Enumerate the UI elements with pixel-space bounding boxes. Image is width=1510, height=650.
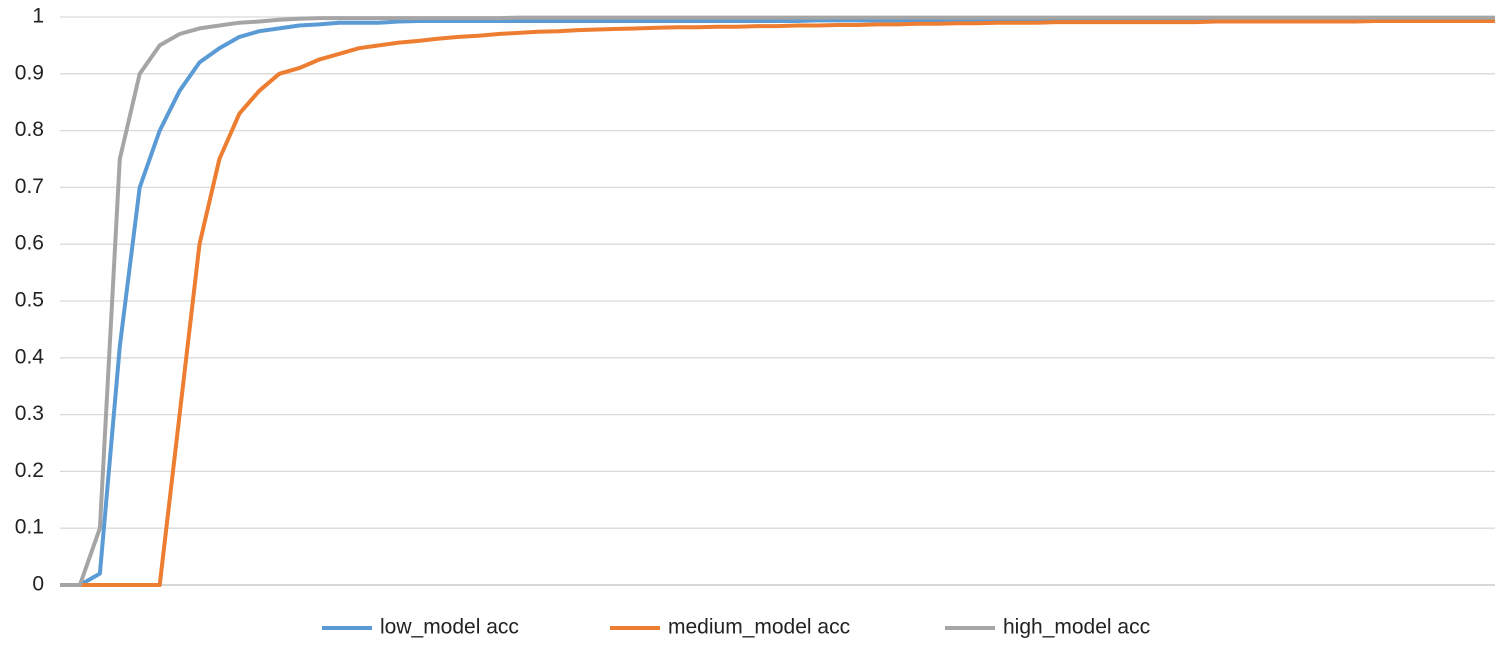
y-tick-label: 0.4 — [15, 345, 45, 368]
y-tick-label: 0.2 — [15, 459, 44, 482]
series-line — [60, 19, 1495, 587]
legend-label: medium_model acc — [668, 616, 850, 639]
legend-label: high_model acc — [1003, 616, 1150, 639]
series-line — [60, 17, 1495, 587]
legend-label: low_model acc — [380, 616, 519, 639]
y-tick-label: 0.7 — [15, 175, 44, 198]
y-tick-label: 0.9 — [15, 61, 44, 84]
y-tick-label: 0.3 — [15, 402, 44, 425]
y-tick-label: 0.8 — [15, 118, 44, 141]
y-tick-label: 0.6 — [15, 232, 44, 255]
y-tick-label: 0.5 — [15, 289, 44, 312]
y-tick-label: 0.1 — [15, 516, 44, 539]
series-line — [60, 15, 1495, 587]
y-tick-label: 0 — [32, 573, 44, 596]
y-tick-label: 1 — [32, 5, 44, 28]
